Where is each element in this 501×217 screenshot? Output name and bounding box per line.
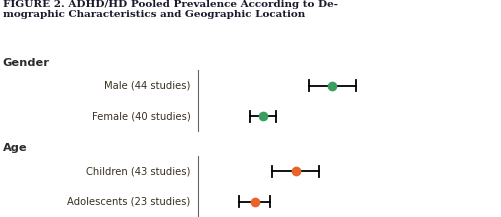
Text: Children (43 studies): Children (43 studies) [86, 166, 190, 176]
Text: Adolescents (23 studies): Adolescents (23 studies) [67, 197, 190, 207]
Text: Female (40 studies): Female (40 studies) [92, 111, 190, 121]
Text: FIGURE 2. ADHD/HD Pooled Prevalence According to De-
mographic Characteristics a: FIGURE 2. ADHD/HD Pooled Prevalence Acco… [3, 0, 337, 19]
Text: Male (44 studies): Male (44 studies) [104, 81, 190, 90]
Text: Gender: Gender [3, 58, 50, 68]
Text: Age: Age [3, 143, 27, 153]
